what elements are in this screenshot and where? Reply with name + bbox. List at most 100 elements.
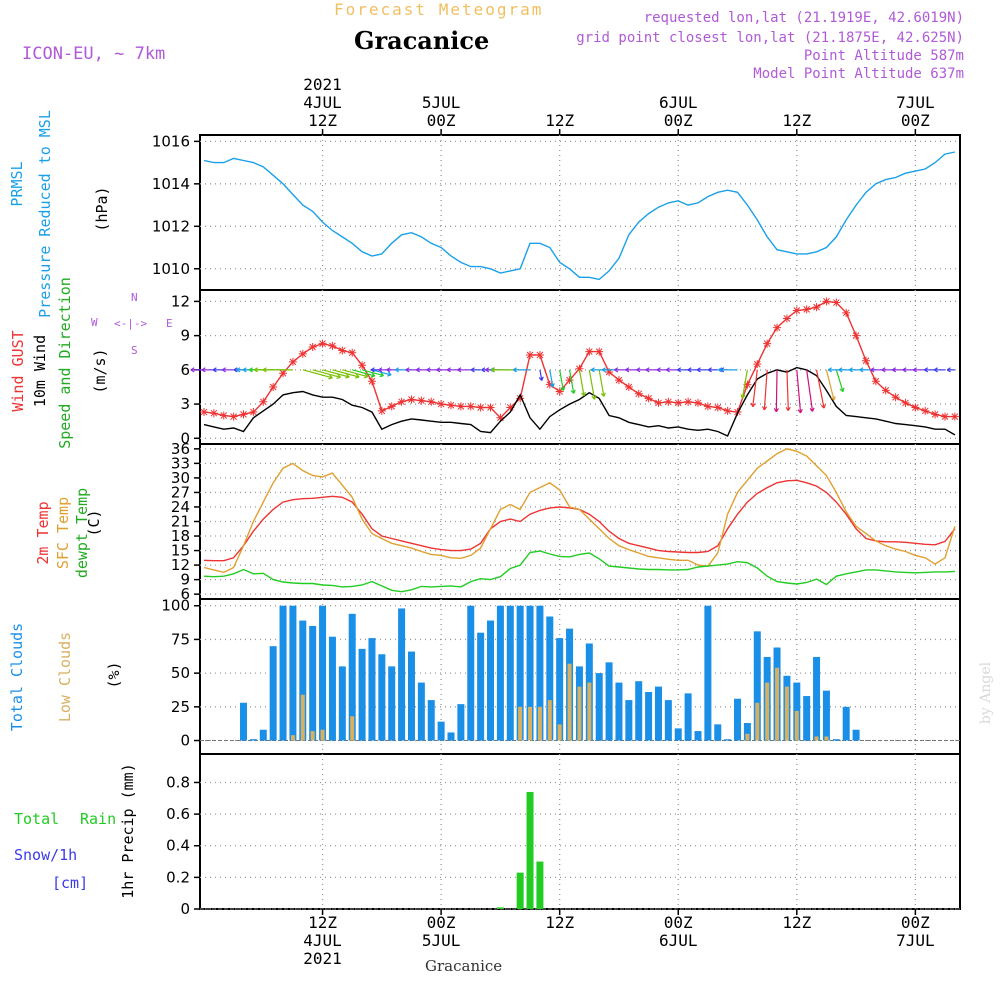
wind-arrow <box>352 369 375 377</box>
gust-marker <box>654 398 663 407</box>
wind-arrow-head <box>590 367 595 373</box>
wind-arrow <box>796 369 802 413</box>
series-2m-temp <box>203 479 956 562</box>
gust-marker <box>318 339 327 348</box>
bar-total-rain <box>536 861 544 909</box>
gust-marker <box>802 305 811 314</box>
gust-marker <box>279 369 288 378</box>
chart-title: Forecast Meteogram <box>334 0 544 19</box>
wind-arrow-head <box>665 367 670 373</box>
wind-arrow-head <box>891 367 897 373</box>
bar-low-clouds <box>528 706 533 741</box>
bar-low-clouds <box>824 736 829 741</box>
gust-marker <box>269 382 278 391</box>
bar-total-clouds <box>338 666 346 741</box>
y-tick-label: 15 <box>171 542 190 560</box>
bar-total-clouds <box>536 605 544 741</box>
gust-marker <box>427 397 436 406</box>
wind-arrow-head <box>830 396 836 401</box>
bar-low-clouds <box>755 702 760 741</box>
wind-arrow-head <box>827 367 832 373</box>
time-label-line: 12Z <box>545 111 575 130</box>
bar-low-clouds <box>518 706 523 741</box>
bar-total-clouds <box>625 700 633 741</box>
wind-arrow-head <box>601 367 606 373</box>
gust-marker <box>575 364 584 373</box>
wind-arrow-head <box>248 367 253 373</box>
gust-marker <box>348 348 357 357</box>
wind-arrow <box>549 369 554 388</box>
time-label: 12Z 4JUL 2021 <box>288 914 358 968</box>
gust-marker <box>634 389 643 398</box>
bar-total-clouds <box>328 636 336 741</box>
wind-arrow-head <box>636 367 641 373</box>
time-label: 12Z <box>762 914 832 932</box>
time-label-line: 00Z <box>663 111 693 130</box>
bar-low-clouds <box>745 733 750 741</box>
gust-marker <box>476 403 485 412</box>
y-tick-label: 12 <box>171 556 190 574</box>
time-label-line: 00Z <box>663 913 693 932</box>
total-clouds-label: Total Clouds <box>8 622 26 732</box>
bar-total-clouds <box>724 739 732 741</box>
wind-arrow-head <box>614 367 619 373</box>
bar-total-clouds <box>822 690 830 741</box>
y-tick-label: 0.8 <box>166 773 190 791</box>
bar-total-clouds <box>556 638 564 741</box>
gust-marker <box>703 402 712 411</box>
bar-low-clouds <box>320 729 325 741</box>
time-label-line: 12Z <box>308 913 337 932</box>
wind-arrow <box>806 369 814 412</box>
wind-arrow <box>775 369 778 412</box>
gust-marker <box>377 406 386 415</box>
wind-arrow-head <box>242 367 247 373</box>
gust-marker <box>614 376 623 385</box>
gust-marker <box>229 412 238 421</box>
gridpoint-coords: grid point closest lon,lat (21.1875E, 42… <box>576 30 964 46</box>
wind-arrow <box>578 369 585 396</box>
compass-north: N <box>131 291 138 304</box>
wind-arrow-head <box>549 383 555 388</box>
gust-marker <box>249 408 258 417</box>
wind-arrow-head <box>696 367 701 373</box>
wind-arrow-head <box>470 367 475 373</box>
gust-marker <box>407 395 416 404</box>
model-altitude: Model Point Altitude 637m <box>753 66 964 82</box>
compass-arrows: <-|-> <box>114 317 148 330</box>
bar-low-clouds <box>577 686 582 741</box>
wind-arrow-head <box>580 391 587 397</box>
gust-marker <box>931 410 940 419</box>
clouds-unit: (%) <box>105 661 123 689</box>
gust-marker <box>496 413 505 422</box>
gust-marker <box>259 397 268 406</box>
wind-arrow-head <box>394 367 400 373</box>
y-tick-label: 0 <box>180 732 190 750</box>
wind-arrow-head <box>485 367 490 373</box>
precip-cm-label: [cm] <box>52 874 89 892</box>
wind-arrow <box>302 369 333 379</box>
wind-arrow-head <box>740 394 746 399</box>
y-tick-label: 21 <box>171 513 190 531</box>
wind-arrow-head <box>820 404 826 409</box>
wind-arrow-head <box>378 367 383 373</box>
wind-arrow-head <box>201 367 206 373</box>
precip-rain-label: Rain <box>80 810 117 828</box>
bar-low-clouds <box>814 736 819 741</box>
wind-arrow <box>741 369 748 399</box>
compass-south: S <box>131 344 138 357</box>
bar-total-clouds <box>269 646 277 741</box>
bar-low-clouds <box>310 731 315 741</box>
wind-arrow-head <box>328 374 333 380</box>
gust-marker <box>773 323 782 332</box>
wind-arrow-head <box>570 389 576 394</box>
bar-total-clouds <box>249 739 257 741</box>
gust-marker <box>891 393 900 402</box>
y-tick-label: 36 <box>171 440 190 458</box>
bar-low-clouds <box>794 710 799 741</box>
wind-arrow <box>559 369 564 391</box>
gust-marker <box>516 394 525 403</box>
bar-total-clouds <box>753 631 761 741</box>
gust-marker <box>555 387 564 396</box>
bar-total-rain <box>496 907 504 909</box>
